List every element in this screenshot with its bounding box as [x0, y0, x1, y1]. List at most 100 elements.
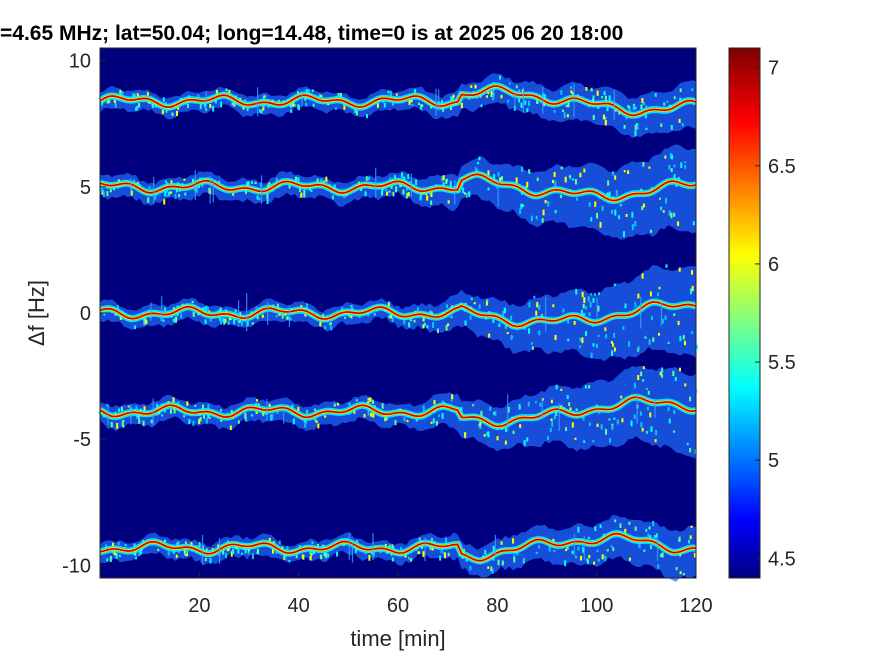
band-speckle: [553, 415, 556, 420]
band-speckle: [498, 75, 501, 80]
band-df-0: [99, 264, 698, 362]
band-speckle: [391, 103, 394, 106]
band-speckle: [430, 421, 433, 424]
band-speckle: [201, 183, 204, 188]
band-speckle: [565, 548, 568, 552]
band-speckle: [645, 528, 648, 532]
band-speckle: [392, 192, 395, 197]
band-speckle: [266, 193, 269, 199]
band-speckle: [613, 417, 616, 420]
band-speckle: [543, 94, 546, 100]
band-df-minus3p9: [98, 365, 698, 459]
band-speckle: [493, 411, 496, 415]
band-speckle: [528, 301, 531, 308]
band-speckle: [343, 103, 346, 110]
band-speckle: [648, 166, 651, 169]
band-speckle: [689, 448, 692, 453]
band-speckle: [275, 314, 278, 318]
band-speckle: [305, 102, 308, 107]
band-speckle: [625, 214, 628, 217]
band-speckle: [613, 347, 616, 352]
band-speckle: [690, 525, 693, 528]
band-speckle: [521, 166, 524, 172]
band-speckle: [154, 194, 157, 200]
band-speckle: [470, 85, 473, 88]
band-speckle: [640, 104, 643, 110]
band-speckle: [571, 550, 574, 555]
band-speckle: [387, 303, 390, 308]
band-speckle: [597, 558, 600, 562]
band-speckle: [212, 105, 215, 112]
band-speckle: [619, 523, 622, 529]
band-speckle: [121, 91, 124, 95]
band-speckle: [503, 307, 506, 314]
band-speckle: [438, 414, 441, 417]
band-speckle: [402, 189, 405, 195]
band-speckle: [426, 324, 429, 329]
band-speckle: [600, 424, 603, 430]
band-speckle: [319, 554, 322, 559]
band-speckle: [611, 210, 614, 214]
band-speckle: [670, 212, 673, 219]
band-speckle: [416, 307, 419, 311]
band-speckle: [547, 201, 550, 207]
band-speckle: [637, 293, 640, 299]
band-speckle: [187, 104, 190, 109]
band-speckle: [566, 394, 569, 400]
band-speckle: [120, 406, 123, 412]
band-speckle: [582, 415, 585, 421]
band-speckle: [680, 162, 683, 168]
band-speckle: [596, 90, 599, 96]
band-speckle: [309, 555, 312, 561]
y-tick-label: 5: [80, 177, 91, 199]
band-speckle: [480, 104, 483, 108]
band-speckle: [317, 423, 320, 429]
band-speckle: [497, 559, 500, 566]
band-speckle: [542, 209, 545, 216]
band-speckle: [575, 408, 578, 411]
band-speckle: [146, 92, 149, 96]
band-speckle: [334, 107, 337, 110]
band-speckle: [130, 190, 133, 196]
band-speckle: [408, 99, 411, 105]
band-speckle: [515, 85, 518, 89]
band-speckle: [369, 397, 372, 403]
band-speckle: [687, 539, 690, 544]
band-speckle: [518, 89, 521, 93]
band-speckle: [537, 545, 540, 549]
band-speckle: [673, 430, 676, 433]
band-speckle: [232, 548, 235, 554]
band-speckle: [435, 420, 438, 426]
band-speckle: [582, 303, 585, 309]
band-speckle: [623, 124, 626, 129]
band-speckle: [439, 555, 442, 561]
band-speckle: [628, 341, 631, 347]
band-speckle: [646, 406, 649, 411]
band-speckle: [541, 218, 544, 223]
band-speckle: [693, 552, 696, 558]
band-speckle: [568, 402, 571, 407]
band-speckle: [487, 187, 490, 191]
band-speckle: [647, 533, 650, 538]
band-speckle: [300, 192, 303, 198]
band-speckle: [237, 420, 240, 424]
band-speckle: [462, 187, 465, 194]
band-speckle: [654, 93, 657, 97]
band-speckle: [592, 440, 595, 443]
band-speckle: [324, 325, 327, 330]
band-speckle: [587, 536, 590, 540]
band-speckle: [535, 310, 538, 316]
band-speckle: [207, 404, 210, 409]
x-tick-label: 80: [486, 595, 508, 617]
band-speckle: [183, 549, 186, 554]
band-speckle: [657, 564, 660, 569]
band-speckle: [373, 312, 376, 316]
band-speckle: [478, 156, 481, 161]
band-speckle: [221, 318, 224, 323]
band-speckle: [290, 109, 293, 113]
band-speckle: [580, 555, 583, 561]
band-speckle: [535, 551, 538, 555]
y-axis-label: Δf [Hz]: [24, 280, 49, 346]
band-speckle: [577, 546, 580, 551]
band-speckle: [218, 317, 221, 321]
